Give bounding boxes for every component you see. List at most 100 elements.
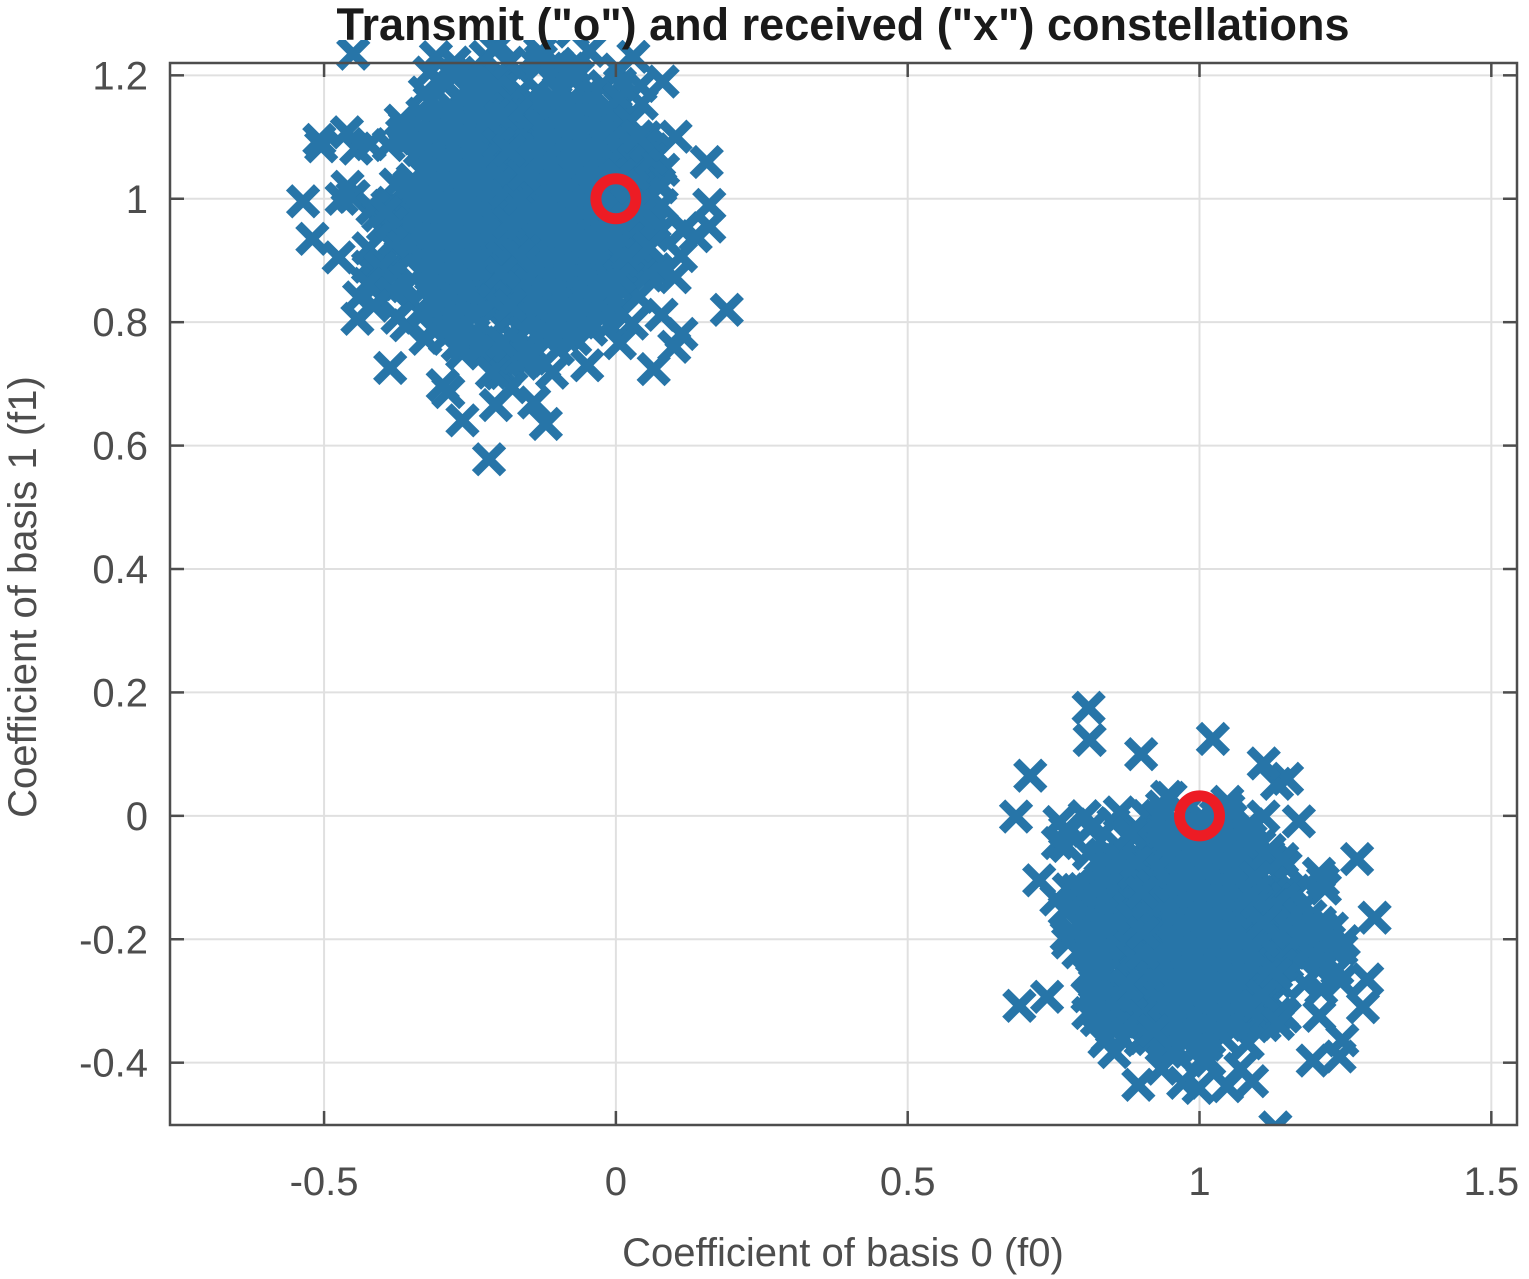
axes-box	[168, 61, 1519, 1127]
received-point	[493, 288, 528, 323]
received-point	[471, 442, 507, 477]
received-point	[550, 223, 585, 258]
received-point	[1245, 905, 1281, 940]
x-tick-label: 1	[1188, 1160, 1210, 1204]
y-tick-label: 0	[126, 795, 148, 839]
received-point	[491, 133, 527, 168]
received-point	[1143, 887, 1178, 922]
received-point	[1082, 935, 1117, 971]
received-point	[303, 129, 339, 164]
received-point	[388, 269, 424, 304]
received-point	[1059, 872, 1095, 908]
x-tick-label: 1.5	[1464, 1160, 1520, 1204]
received-point	[570, 348, 605, 383]
received-point	[1109, 967, 1145, 1002]
received-point	[324, 181, 359, 216]
received-point	[1258, 1110, 1293, 1125]
received-point	[368, 194, 403, 230]
received-point	[657, 329, 692, 365]
received-point	[1260, 1006, 1296, 1041]
received-point	[1350, 962, 1385, 997]
received-point	[1246, 746, 1281, 781]
received-point	[1304, 972, 1339, 1007]
received-point	[1121, 1067, 1156, 1102]
received-point	[689, 144, 724, 180]
received-point	[1269, 761, 1305, 796]
received-point	[1322, 1039, 1357, 1074]
received-point	[321, 240, 356, 275]
received-point	[1185, 920, 1221, 955]
received-point	[1233, 822, 1268, 857]
x-axis-label: Coefficient of basis 0 (f0)	[622, 1231, 1064, 1275]
received-point	[329, 115, 365, 150]
received-point	[1231, 932, 1267, 967]
received-point	[506, 157, 542, 192]
received-point	[351, 231, 386, 266]
transmit-point	[590, 173, 642, 225]
received-point	[1265, 841, 1300, 877]
x-tick-label: 0	[605, 1160, 627, 1204]
received-point	[412, 83, 447, 119]
received-point	[432, 147, 467, 183]
received-point	[1071, 690, 1106, 726]
received-point	[1185, 1023, 1220, 1058]
received-point	[620, 119, 655, 154]
received-point	[538, 166, 573, 202]
received-point	[446, 240, 481, 275]
received-point	[528, 406, 564, 442]
received-point	[456, 300, 492, 335]
chart-title: Transmit ("o") and received ("x") conste…	[336, 0, 1349, 50]
received-point	[571, 92, 606, 128]
received-point	[1156, 867, 1191, 902]
received-point	[1113, 815, 1148, 851]
y-tick-label: -0.2	[79, 918, 148, 962]
received-point	[1164, 1012, 1200, 1047]
received-point	[471, 103, 506, 138]
received-point	[1100, 842, 1136, 878]
received-point	[602, 326, 638, 361]
received-point	[526, 145, 562, 180]
y-axis-label: Coefficient of basis 1 (f1)	[1, 376, 45, 818]
received-point	[516, 385, 552, 420]
received-point	[1195, 721, 1231, 757]
received-point	[352, 126, 387, 162]
received-point	[1022, 863, 1057, 898]
received-point	[1234, 877, 1270, 913]
received-point	[463, 209, 498, 244]
transmit-points	[590, 173, 1226, 842]
received-point	[537, 100, 573, 135]
received-point	[484, 325, 520, 360]
received-point	[431, 374, 466, 410]
received-point	[584, 268, 620, 303]
received-point	[1306, 913, 1342, 948]
received-point	[469, 162, 505, 197]
x-tick-label: -0.5	[290, 1160, 359, 1204]
received-point	[474, 355, 510, 390]
received-point	[1051, 872, 1087, 907]
received-point	[614, 306, 650, 341]
received-point	[373, 350, 408, 386]
y-tick-label: 1.2	[92, 54, 148, 98]
received-point	[410, 181, 446, 216]
received-point	[525, 314, 561, 349]
received-point	[1071, 836, 1107, 871]
received-point	[1072, 722, 1107, 758]
received-point	[1002, 988, 1037, 1023]
received-point	[548, 286, 583, 322]
received-point	[1042, 804, 1077, 840]
received-point	[491, 205, 527, 240]
received-point	[295, 221, 330, 257]
received-point	[512, 197, 547, 232]
received-point	[512, 337, 548, 372]
received-point	[380, 300, 415, 335]
y-tick-label: 0.6	[92, 425, 148, 469]
received-points	[285, 40, 1392, 1125]
received-point	[484, 255, 519, 290]
received-point	[631, 230, 667, 265]
received-point	[1302, 998, 1337, 1033]
received-point	[1123, 736, 1159, 772]
received-point	[692, 187, 727, 223]
y-tick-label: -0.4	[79, 1042, 148, 1086]
received-point	[998, 799, 1034, 834]
